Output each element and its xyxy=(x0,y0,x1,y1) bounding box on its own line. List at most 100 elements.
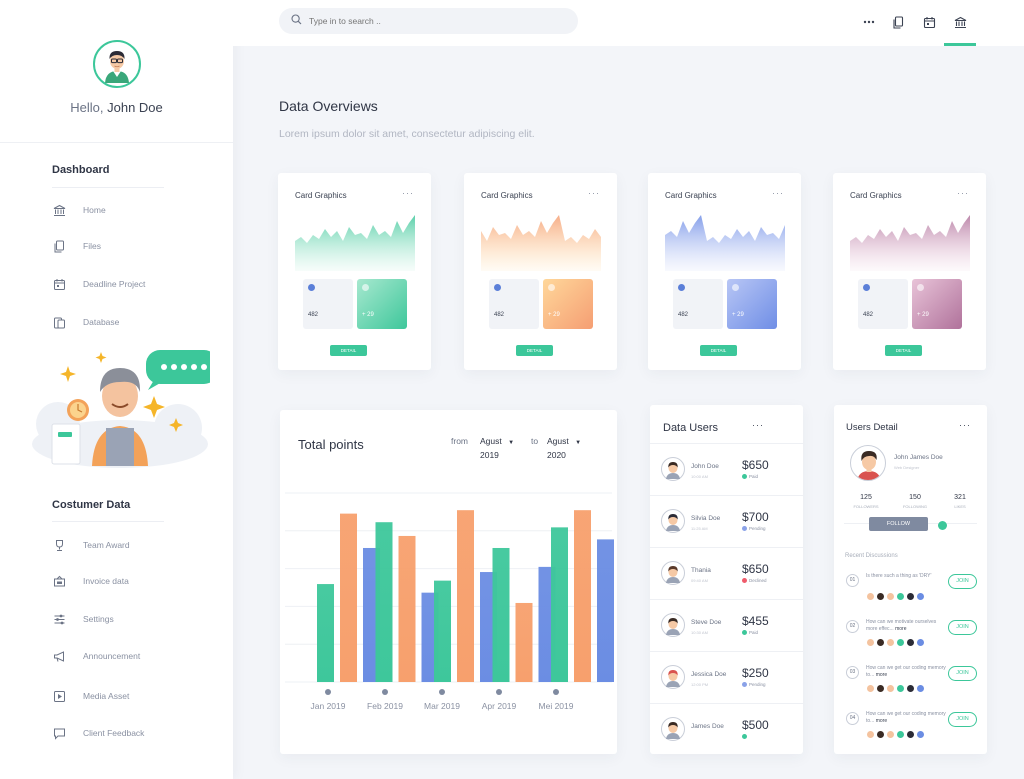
sidebar-item-media-asset[interactable]: Media Asset xyxy=(52,689,129,703)
check-icon xyxy=(494,284,501,291)
detail-button[interactable]: DETAIL xyxy=(516,345,553,356)
chart-bar[interactable] xyxy=(317,584,334,682)
x-tick-dot xyxy=(496,689,502,695)
card-title: Card Graphics xyxy=(481,191,533,200)
chart-bar[interactable] xyxy=(398,535,416,682)
page-subtitle: Lorem ipsum dolor sit amet, consectetur … xyxy=(279,128,535,140)
chart-bar[interactable] xyxy=(492,547,510,682)
search-bar[interactable] xyxy=(279,8,578,34)
files-icon[interactable] xyxy=(890,14,906,30)
stat-box[interactable]: + 29 xyxy=(912,279,962,329)
table-row[interactable]: James Doe $500 xyxy=(650,703,803,754)
status-dot xyxy=(742,682,747,687)
sidebar-item-settings[interactable]: Settings xyxy=(52,612,114,626)
more-icon[interactable] xyxy=(861,14,877,30)
detail-button[interactable]: DETAIL xyxy=(885,345,922,356)
amount: $455 xyxy=(742,614,769,628)
more-icon[interactable]: ··· xyxy=(772,188,784,198)
stat-value: 482 xyxy=(863,312,874,318)
more-link[interactable]: more xyxy=(875,672,888,678)
invoice-icon xyxy=(52,574,66,588)
area-sparkline xyxy=(665,215,785,271)
stat-label: LIKES xyxy=(954,504,966,509)
participant-avatar xyxy=(886,592,895,601)
detail-button[interactable]: DETAIL xyxy=(330,345,367,356)
sidebar-item-invoice-data[interactable]: Invoice data xyxy=(52,574,129,588)
chart-bar[interactable] xyxy=(551,527,568,682)
discussion-title: How can we get our coding memory to... xyxy=(866,711,946,724)
list-item: 04 How can we get our coding memory to..… xyxy=(844,709,984,751)
list-item: 01 Is there such a thing as 'DRY' JOIN xyxy=(844,571,984,613)
chart-bar[interactable] xyxy=(515,602,533,682)
more-icon[interactable]: ··· xyxy=(959,420,971,430)
more-link[interactable]: more xyxy=(875,718,888,724)
card-graphics: Card Graphics ··· 482 + 29 DETAIL xyxy=(648,173,801,370)
table-row[interactable]: Thania 09:40 AM $650 Declined xyxy=(650,547,803,599)
table-row[interactable]: Steve Doe 10:30 AM $455 Paid xyxy=(650,599,803,651)
bank-icon[interactable] xyxy=(952,14,968,30)
more-icon[interactable]: ··· xyxy=(752,420,764,430)
bar-chart: Jan 2019 Feb 2019 Mar 2019 Apr 2019 Mei 2019 xyxy=(285,492,614,711)
status-text: Paid xyxy=(749,474,759,479)
trophy-icon xyxy=(52,538,66,552)
chart-bar[interactable] xyxy=(434,580,451,682)
table-row[interactable]: John Doe 10:00 AM $650 Paid xyxy=(650,443,803,495)
status-dot xyxy=(742,734,747,739)
from-month: Agust xyxy=(480,436,502,446)
sidebar-item-deadline-project[interactable]: Deadline Project xyxy=(52,277,145,291)
stat-box[interactable]: + 29 xyxy=(543,279,593,329)
sidebar-item-label: Files xyxy=(83,241,101,251)
stat-box[interactable]: 482 xyxy=(858,279,908,329)
from-date-select[interactable]: Agust ▼ 2019 xyxy=(480,435,514,461)
avatar xyxy=(661,717,685,741)
chart-bar[interactable] xyxy=(457,510,474,682)
avatar[interactable] xyxy=(92,40,141,88)
stat-box[interactable]: + 29 xyxy=(727,279,777,329)
stat-box[interactable]: 482 xyxy=(303,279,353,329)
more-link[interactable]: more xyxy=(895,626,907,632)
calendar-icon[interactable] xyxy=(921,14,937,30)
sidebar-item-home[interactable]: Home xyxy=(52,203,106,217)
check-icon xyxy=(863,284,870,291)
stat-value: + 29 xyxy=(732,312,744,318)
sidebar-item-files[interactable]: Files xyxy=(52,239,101,253)
more-icon[interactable]: ··· xyxy=(402,188,414,198)
sidebar-item-client-feedback[interactable]: Client Feedback xyxy=(52,726,144,740)
participant-avatar xyxy=(916,684,925,693)
sidebar-item-team-award[interactable]: Team Award xyxy=(52,538,130,552)
card-graphics: Card Graphics ··· 482 + 29 DETAIL xyxy=(833,173,986,370)
participant-avatar xyxy=(896,638,905,647)
participant-avatar xyxy=(906,638,915,647)
join-button[interactable]: JOIN xyxy=(948,666,977,681)
table-row[interactable]: Silvia Doe 11:25 AM $700 Pending xyxy=(650,495,803,547)
x-tick-dot xyxy=(325,689,331,695)
user-avatar-icon xyxy=(666,462,680,479)
join-button[interactable]: JOIN xyxy=(948,712,977,727)
more-icon[interactable]: ··· xyxy=(957,188,969,198)
chart-bar[interactable] xyxy=(597,539,614,682)
check-icon xyxy=(678,284,685,291)
to-date-select[interactable]: Agust ▼ 2020 xyxy=(547,435,581,461)
table-row[interactable]: Jessica Doe 12:00 PM $250 Pending xyxy=(650,651,803,703)
join-button[interactable]: JOIN xyxy=(948,574,977,589)
more-icon[interactable]: ··· xyxy=(588,188,600,198)
follow-button[interactable]: FOLLOW xyxy=(869,517,928,531)
chart-bar[interactable] xyxy=(375,522,393,682)
sidebar-item-announcement[interactable]: Announcement xyxy=(52,649,140,663)
stat-box[interactable]: 482 xyxy=(489,279,539,329)
join-button[interactable]: JOIN xyxy=(948,620,977,635)
stat-box[interactable]: + 29 xyxy=(357,279,407,329)
stat-box[interactable]: 482 xyxy=(673,279,723,329)
detail-button[interactable]: DETAIL xyxy=(700,345,737,356)
profile-header: Hello, John Doe xyxy=(0,0,233,143)
search-input[interactable] xyxy=(309,16,549,26)
chart-bar[interactable] xyxy=(340,513,357,682)
participant-avatar xyxy=(876,684,885,693)
total-points-title: Total points xyxy=(298,437,364,452)
sidebar-item-label: Client Feedback xyxy=(83,728,145,738)
sidebar-item-database[interactable]: Database xyxy=(52,315,119,329)
top-bar xyxy=(233,0,1024,46)
avatar[interactable] xyxy=(850,445,886,481)
to-month: Agust xyxy=(547,436,569,446)
chart-bar[interactable] xyxy=(574,510,591,682)
